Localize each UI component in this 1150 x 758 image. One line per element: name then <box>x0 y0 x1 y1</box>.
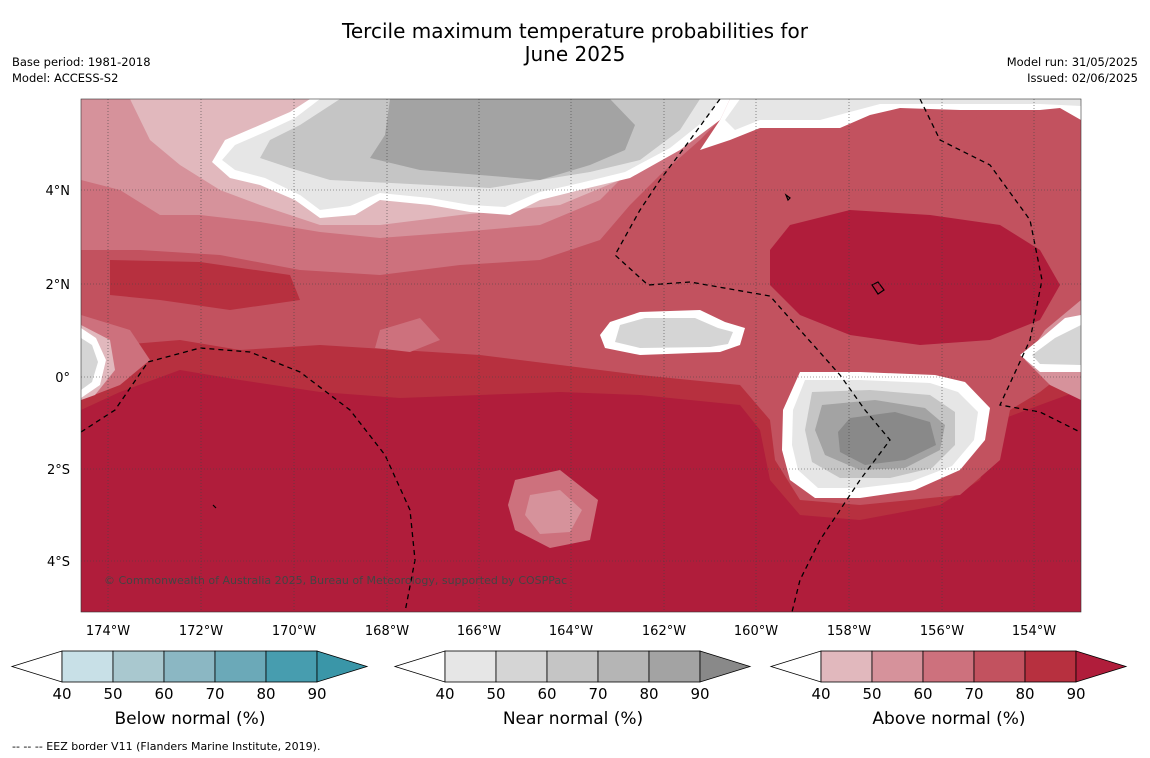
colorbar: 40 50 60 70 80 90 <box>769 650 1128 703</box>
colorbar-tick-label: 60 <box>537 685 556 703</box>
title-line-2: June 2025 <box>524 42 626 66</box>
colorbar-tick-label: 80 <box>256 685 275 703</box>
colorbar-over-triangle <box>1075 650 1128 683</box>
colorbar-segment <box>61 650 114 683</box>
colorbar-segment <box>648 650 701 683</box>
longitude-label: 154°W <box>1012 624 1056 639</box>
colorbar-segment <box>820 650 873 683</box>
colorbar-segment <box>973 650 1026 683</box>
colorbar-tick-label: 60 <box>154 685 173 703</box>
issued-date: Issued: 02/06/2025 <box>1027 71 1138 85</box>
colorbar-tick-label: 80 <box>639 685 658 703</box>
colorbar-segment <box>214 650 267 683</box>
above-40-south-blob <box>525 490 582 534</box>
colorbar-segment <box>444 650 497 683</box>
model-run: Model run: 31/05/2025 <box>1006 55 1138 69</box>
latitude-label: 2°N <box>46 278 71 293</box>
below-normal-title: Below normal (%) <box>114 709 266 729</box>
longitude-label: 174°W <box>86 624 130 639</box>
longitude-label: 156°W <box>920 624 964 639</box>
model-name: Model: ACCESS-S2 <box>12 71 119 85</box>
colorbar-under-triangle <box>393 650 446 683</box>
copyright-text: © Commonwealth of Australia 2025, Bureau… <box>104 574 567 587</box>
colorbar-tick-label: 80 <box>1015 685 1034 703</box>
above-80-east-pocket <box>940 99 1081 200</box>
title-line-1: Tercile maximum temperature probabilitie… <box>342 19 808 43</box>
above-90-west <box>110 260 300 310</box>
eez-footnote: -- -- -- EEZ border V11 (Flanders Marine… <box>12 740 321 753</box>
near-normal-90-southeast <box>838 412 936 465</box>
above-normal-title: Above normal (%) <box>872 709 1026 729</box>
longitude-labels: 174°W 172°W 170°W 168°W 166°W 164°W 162°W 160°W… <box>86 624 1056 639</box>
colorbar-tick-label: 40 <box>811 685 830 703</box>
longitude-label: 162°W <box>642 624 686 639</box>
colorbar-tick-label: 40 <box>435 685 454 703</box>
colorbar-segment <box>546 650 599 683</box>
colorbar-tick-label: 60 <box>913 685 932 703</box>
model-info: Base period: 1981-2018 Model: ACCESS-S2 <box>12 54 151 86</box>
longitude-label: 160°W <box>734 624 778 639</box>
longitude-label: 164°W <box>549 624 593 639</box>
latitude-label: 2°S <box>47 463 70 478</box>
colorbar-tick-label: 90 <box>307 685 326 703</box>
near-normal-40-central <box>615 318 733 348</box>
map-title: Tercile maximum temperature probabilitie… <box>0 20 1150 66</box>
latitude-labels: 4°N 2°N 0° 2°S 4°S <box>46 184 71 570</box>
above-70-central-lobe <box>375 318 440 352</box>
colorbar-tick-label: 70 <box>205 685 224 703</box>
island-outline-1 <box>871 281 885 295</box>
colorbar-tick-label: 90 <box>690 685 709 703</box>
colorbar-segment <box>922 650 975 683</box>
colorbar-tick-label: 50 <box>862 685 881 703</box>
colorbar-tick-label: 50 <box>486 685 505 703</box>
latitude-label: 0° <box>55 371 70 386</box>
longitude-label: 172°W <box>179 624 223 639</box>
colorbar-tick-label: 90 <box>1066 685 1085 703</box>
near-normal-40-strip-east <box>725 99 1081 130</box>
latitude-label: 4°S <box>47 555 70 570</box>
near-normal-40-west <box>81 338 98 390</box>
above-90-central <box>770 210 1060 345</box>
longitude-label: 158°W <box>827 624 871 639</box>
eez-borders <box>81 99 1081 612</box>
eez-border-west <box>81 347 416 612</box>
base-period: Base period: 1981-2018 <box>12 55 151 69</box>
colorbar-under-triangle <box>769 650 822 683</box>
longitude-label: 166°W <box>457 624 501 639</box>
near-normal-80-north <box>370 99 635 180</box>
colorbar-segment <box>112 650 165 683</box>
map-field <box>81 99 1081 612</box>
island-outline-2 <box>784 193 791 202</box>
colorbar-tick-label: 40 <box>52 685 71 703</box>
colorbar-segment <box>495 650 548 683</box>
near-normal-title: Near normal (%) <box>502 709 644 729</box>
coastlines <box>212 193 885 509</box>
colorbar-tick-label: 50 <box>103 685 122 703</box>
colorbar-under-triangle <box>10 650 63 683</box>
colorbar-tick-label: 70 <box>588 685 607 703</box>
island-outline-3 <box>212 504 217 509</box>
colorbar-segment <box>163 650 216 683</box>
longitude-label: 170°W <box>272 624 316 639</box>
map-frame <box>80 98 1082 613</box>
colorbars: 40 50 60 70 80 90 40 50 60 70 80 90 40 50 60 70 80 90 <box>10 650 1128 703</box>
colorbar-over-triangle <box>316 650 369 683</box>
colorbar-segment <box>597 650 650 683</box>
colorbar-segment <box>871 650 924 683</box>
colorbar-segment <box>265 650 318 683</box>
eez-border-north <box>614 99 891 612</box>
latitude-label: 4°N <box>46 184 71 199</box>
near-normal-40-east-edge <box>1032 325 1081 365</box>
colorbar-segment <box>1024 650 1077 683</box>
colorbar-over-triangle <box>699 650 752 683</box>
longitude-label: 168°W <box>365 624 409 639</box>
colorbar: 40 50 60 70 80 90 <box>393 650 752 703</box>
run-info: Model run: 31/05/2025 Issued: 02/06/2025 <box>1007 54 1138 86</box>
colorbar: 40 50 60 70 80 90 <box>10 650 369 703</box>
colorbar-tick-label: 70 <box>964 685 983 703</box>
eez-border-east <box>919 99 1081 433</box>
